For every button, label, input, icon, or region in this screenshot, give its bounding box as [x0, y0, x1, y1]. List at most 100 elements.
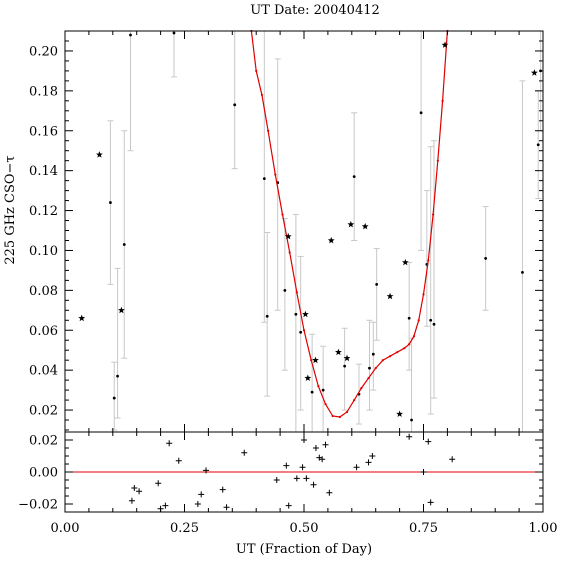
data-point: [536, 143, 540, 147]
fit-point: [331, 414, 334, 418]
fit-point: [412, 335, 416, 338]
fit-point: [367, 377, 370, 380]
data-point: [265, 314, 269, 318]
star-marker: [117, 306, 125, 314]
star-marker: [302, 310, 309, 318]
star-marker: [401, 258, 409, 266]
fit-point: [441, 99, 444, 102]
residual-point: [241, 449, 248, 456]
residual-point: [322, 441, 329, 448]
residual-point: [223, 504, 230, 511]
residual-point: [449, 456, 456, 463]
fit-point: [403, 347, 406, 350]
fit-point: [374, 367, 377, 370]
fit-point: [302, 329, 306, 332]
star-marker: [396, 410, 404, 417]
x-tick-label: 0.00: [51, 521, 80, 536]
fit-point: [360, 387, 363, 390]
x-axis-label: UT (Fraction of Day): [236, 542, 372, 557]
star-marker: [361, 222, 369, 230]
fit-point: [417, 319, 420, 322]
y-tick-label: 0.08: [29, 284, 58, 299]
fit-point: [274, 173, 277, 176]
y-tick-label: 0.04: [29, 364, 58, 379]
star-marker: [386, 292, 394, 300]
residual-point: [406, 433, 413, 440]
fit-point: [408, 343, 411, 346]
x-tick-label: 0.25: [170, 521, 199, 536]
fit-point: [324, 402, 327, 406]
y-tick-label: 0.12: [29, 204, 58, 219]
main-plot-panel: 0.02 0.04 0.06 0.08 0.10 0.12 0.14 0.16 0.18 0.20: [29, 29, 544, 433]
residual-point: [198, 491, 205, 498]
data-point: [262, 177, 266, 181]
fit-point: [310, 359, 313, 362]
data-point: [283, 288, 287, 292]
data-point: [371, 352, 375, 356]
fit-point: [288, 251, 291, 254]
y-tick-label: 0.00: [29, 466, 58, 481]
residual-point: [420, 469, 427, 475]
residual-point: [219, 486, 226, 493]
data-point: [484, 257, 488, 260]
data-point: [410, 418, 413, 422]
data-point: [172, 31, 176, 35]
y-tick-label: 0.06: [29, 324, 58, 339]
star-marker: [441, 41, 449, 48]
star-marker: [327, 236, 335, 244]
residual-point: [303, 475, 310, 482]
fit-point: [317, 385, 320, 388]
residual-point: [273, 477, 280, 483]
fit-point: [260, 93, 264, 96]
residual-point: [310, 481, 317, 488]
fit-curve: [250, 31, 448, 418]
residual-point: [427, 499, 434, 506]
fit-point: [345, 410, 349, 414]
residual-point: [194, 501, 201, 507]
data-point: [294, 312, 298, 316]
star-marker: [284, 232, 292, 240]
y-tick-label: 0.14: [29, 164, 58, 179]
fit-point: [255, 69, 258, 73]
data-point: [352, 175, 356, 179]
residual-point: [299, 464, 306, 471]
residual-point: [155, 480, 162, 487]
fit-point: [431, 213, 435, 216]
data-point: [233, 103, 237, 107]
residual-point: [203, 467, 210, 474]
y-tick-label: 0.10: [29, 244, 58, 259]
data-point: [299, 330, 303, 334]
data-point: [122, 243, 126, 246]
fit-point: [338, 415, 341, 419]
y-tick-label: 0.18: [29, 84, 58, 99]
data-point: [109, 201, 112, 204]
fit-point: [396, 351, 399, 354]
star-marker: [530, 69, 538, 76]
residual-point: [353, 464, 360, 471]
residual-point: [131, 485, 138, 491]
residual-point: [128, 497, 135, 504]
y-axis-label: 225 GHz CSO−τ: [3, 155, 18, 264]
star-marker: [95, 151, 103, 158]
top-frame: [64, 30, 544, 433]
data-point: [310, 390, 314, 394]
y-tick-label: 0.16: [29, 124, 58, 139]
data-point: [343, 364, 347, 368]
y-tick-label: 0.02: [29, 404, 58, 419]
residual-point: [285, 502, 292, 509]
fit-point: [436, 159, 439, 162]
residual-point: [326, 489, 333, 496]
residual-point: [425, 438, 432, 445]
data-point: [429, 318, 433, 322]
data-point: [419, 111, 423, 115]
fit-point: [267, 129, 270, 132]
residual-plot-panel: 0.00 0.25 0.50 0.75 1.00 −0.02 0.00 0.02: [18, 431, 557, 536]
residual-point: [166, 440, 173, 447]
data-point: [375, 282, 379, 286]
data-point: [432, 322, 436, 326]
x-tick-label: 0.50: [290, 521, 319, 536]
star-marker: [334, 348, 342, 356]
residual-point: [312, 445, 319, 451]
residual-point: [319, 456, 326, 463]
